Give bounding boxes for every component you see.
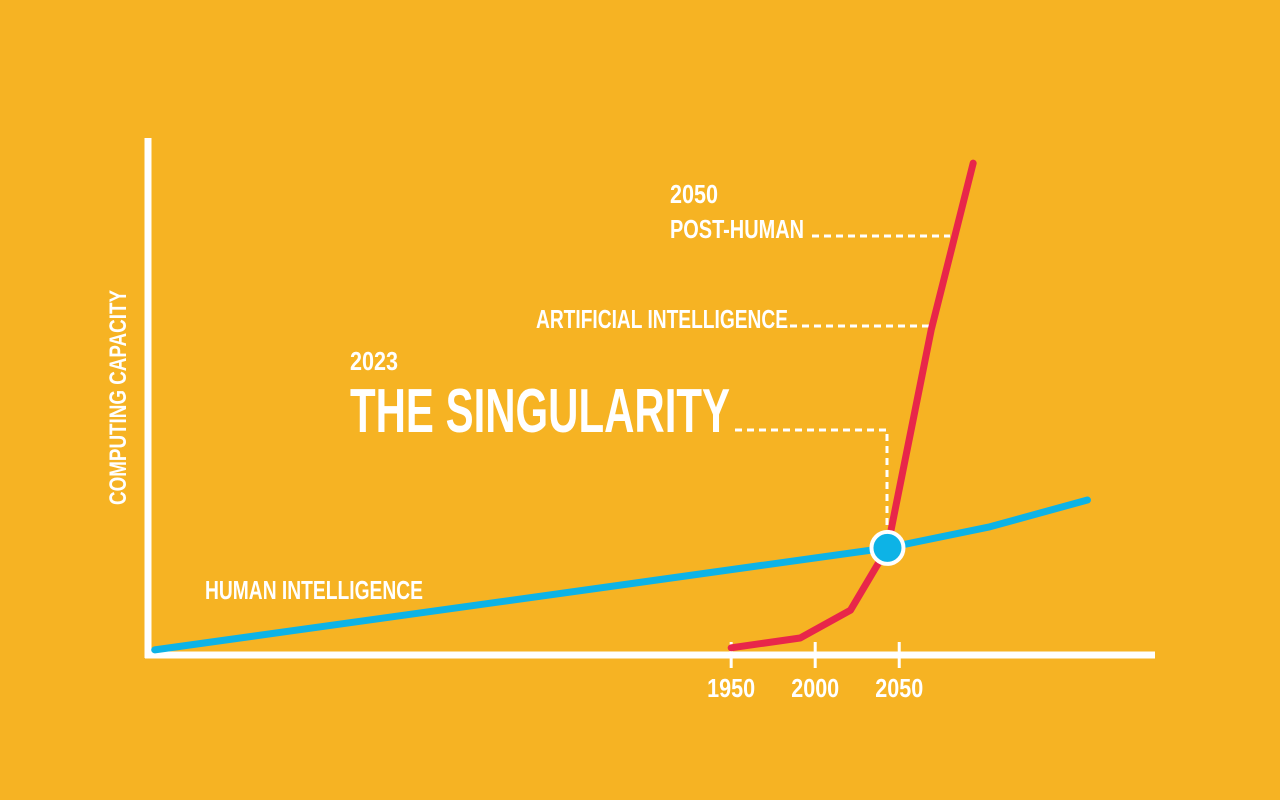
leader-line: [735, 428, 889, 530]
x-tick-label: 2000: [791, 673, 839, 703]
x-tick-label: 1950: [707, 673, 755, 703]
y-axis-label: COMPUTING CAPACITY: [105, 290, 132, 505]
annotation: POST-HUMAN: [670, 214, 804, 244]
annotation: 2023: [350, 346, 398, 376]
x-tick-label: 2050: [875, 673, 923, 703]
annotation-title: THE SINGULARITY: [350, 377, 730, 446]
series-label: HUMAN INTELLIGENCE: [205, 575, 423, 605]
annotation: 2050: [670, 179, 718, 209]
series-line: [727, 159, 977, 652]
singularity-point: [869, 529, 906, 566]
series-label: ARTIFICIAL INTELLIGENCE: [536, 304, 788, 334]
